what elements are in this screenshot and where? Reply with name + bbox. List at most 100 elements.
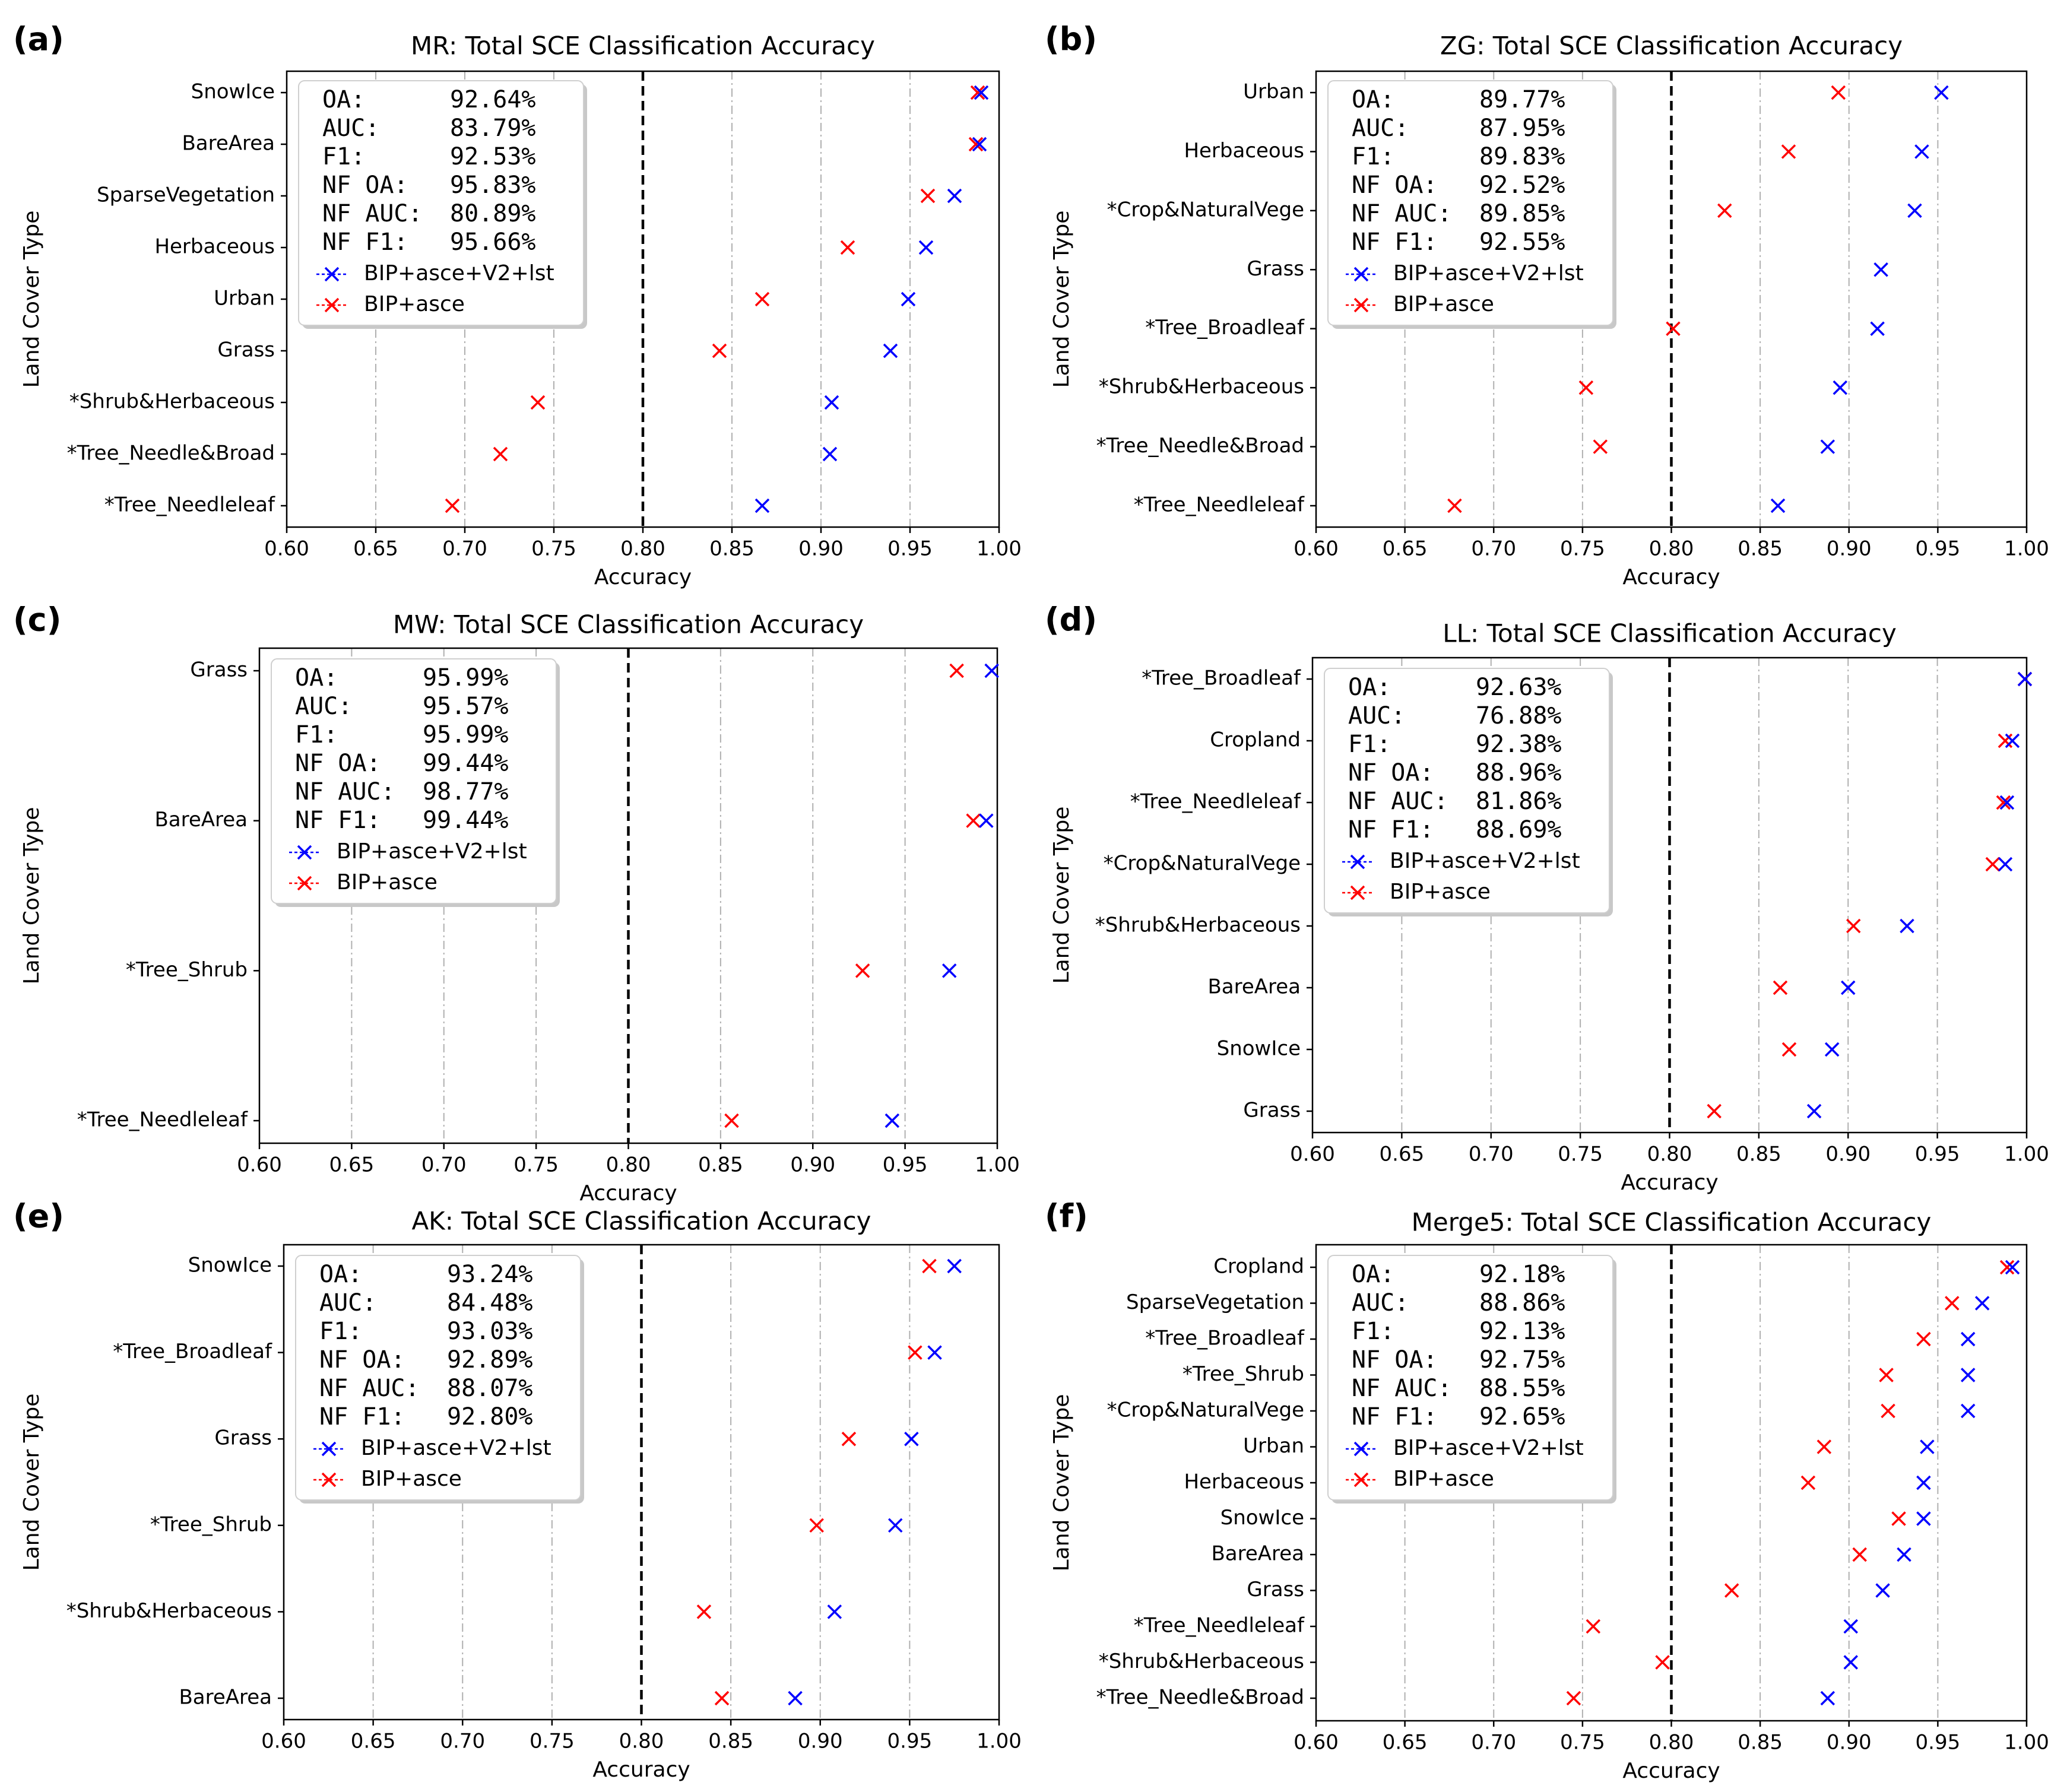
x-tick-label: 0.60 [1294,1731,1339,1755]
point-bip-asce-v2-lst [1873,262,1888,277]
metric-label: NF AUC: [1352,200,1452,227]
legend-entry-bip-asce-v2-lst: BIP+asce+V2+lst [1346,261,1584,286]
metric-value: 76.88% [1476,702,1562,730]
y-tick-label: SnowIce [1217,1037,1301,1061]
y-tick-label: *Tree_Broadleaf [1142,667,1301,690]
x-tick-label: 0.60 [237,1153,282,1177]
metric-value: 98.77% [423,778,509,805]
y-tick-label: *Tree_Needleleaf [1134,1614,1305,1638]
x-tick-label: 0.90 [1827,537,1872,561]
metric-value: 88.96% [1476,759,1562,786]
x-axis-label: Accuracy [592,1758,690,1782]
point-bip-asce-v2-lst [984,663,999,678]
metric-label: NF AUC: [322,200,423,227]
point-bip-asce [724,1113,739,1128]
x-tick-label: 0.85 [709,537,754,561]
metric-label: NF F1: [295,807,381,834]
x-tick-label: 0.95 [887,1730,933,1753]
chart-title: MR: Total SCE Classification Accuracy [411,31,875,61]
point-bip-asce [968,137,984,152]
metric-label: NF F1: [1352,229,1438,256]
metric-value: 95.66% [450,229,536,256]
legend-marker [321,1472,337,1487]
metric-label: OA: [322,86,365,113]
legend-marker [1353,297,1369,313]
metric-label: F1: [295,721,338,748]
point-bip-asce [1707,1103,1722,1119]
point-bip-asce [754,291,770,307]
metrics-legend-box: OA: 92.63% AUC: 76.88% F1: 92.38% NF OA: 88.96%… [1324,668,1613,916]
y-tick-label: SparseVegetation [97,183,275,207]
x-tick-label: 0.95 [1915,1143,1960,1166]
point-bip-asce [1846,918,1861,934]
x-tick-label: 0.75 [1560,1731,1605,1755]
point-bip-asce [970,85,985,100]
x-tick-label: 0.60 [1290,1143,1335,1166]
point-bip-asce [696,1604,712,1619]
metric-value: 92.18% [1479,1261,1565,1288]
point-bip-asce-v2-lst [1920,1439,1935,1454]
metric-value: 92.52% [1479,172,1565,199]
metric-value: 92.53% [450,143,536,170]
y-axis-label: Land Cover Type [1050,211,1074,388]
point-bip-asce-v2-lst [1999,795,2015,810]
x-tick-label: 0.65 [1383,537,1428,561]
y-tick-label: SparseVegetation [1126,1290,1304,1314]
legend-marker [1353,267,1369,282]
point-bip-asce [714,1690,730,1706]
point-bip-asce [1666,321,1681,336]
x-tick-label: 0.90 [1825,1143,1871,1166]
x-tick-label: 1.00 [975,1153,1020,1177]
chart-title: LL: Total SCE Classification Accuracy [1443,619,1897,648]
chart-title: MW: Total SCE Classification Accuracy [393,610,864,639]
metric-value: 95.57% [423,693,509,720]
x-tick-label: 1.00 [2004,1731,2049,1755]
metric-value: 83.79% [450,115,536,142]
legend-label: BIP+asce [1390,880,1491,904]
point-bip-asce-v2-lst [941,963,957,978]
y-axis-label: Land Cover Type [1050,1394,1074,1572]
metric-label: AUC: [1352,1289,1409,1317]
point-bip-asce-v2-lst [1934,85,1949,100]
point-bip-asce-v2-lst [754,498,770,513]
y-tick-label: *Tree_Broadleaf [1145,316,1305,340]
x-tick-label: 0.65 [329,1153,375,1177]
legend-label: BIP+asce [361,1467,462,1491]
point-bip-asce-v2-lst [979,813,994,828]
metric-value: 89.77% [1479,86,1565,113]
metric-label: F1: [1352,143,1394,170]
metric-value: 88.86% [1479,1289,1565,1317]
point-bip-asce [1781,1042,1797,1057]
metric-value: 92.89% [447,1346,533,1374]
legend-label: BIP+asce+V2+lst [361,1436,551,1460]
x-tick-label: 0.65 [353,537,398,561]
metric-value: 95.83% [450,172,536,199]
panel-label: (c) [13,601,61,639]
x-tick-label: 0.95 [883,1153,928,1177]
metric-value: 88.69% [1476,816,1562,843]
x-tick-label: 0.95 [1916,537,1961,561]
x-tick-label: 0.85 [1738,1731,1783,1755]
point-bip-asce [1724,1583,1739,1598]
point-bip-asce-v2-lst [1961,1403,1976,1419]
metric-value: 92.75% [1479,1346,1565,1374]
x-tick-label: 0.75 [1560,537,1605,561]
x-tick-label: 0.85 [698,1153,743,1177]
metric-value: 92.13% [1479,1318,1565,1345]
chart-panel-5: (f) Merge5: Total SCE Classification Accu… [1045,1198,2049,1783]
legend-entry-bip-asce: BIP+asce [1346,292,1494,316]
metric-label: NF AUC: [319,1375,420,1402]
y-tick-label: BareArea [1207,975,1301,999]
point-bip-asce-v2-lst [2005,1260,2020,1275]
chart-panel-0: (a) MR: Total SCE Classification Accuracy… [13,21,1022,589]
x-tick-label: 0.70 [421,1153,467,1177]
legend-entry-bip-asce: BIP+asce [289,870,438,895]
point-bip-asce [1655,1655,1670,1670]
point-bip-asce-v2-lst [974,85,989,100]
point-bip-asce-v2-lst [822,446,838,462]
point-bip-asce [908,1345,922,1360]
chart-title: ZG: Total SCE Classification Accuracy [1440,31,1903,61]
x-tick-label: 0.85 [708,1730,753,1753]
x-axis-label: Accuracy [1621,1171,1718,1195]
